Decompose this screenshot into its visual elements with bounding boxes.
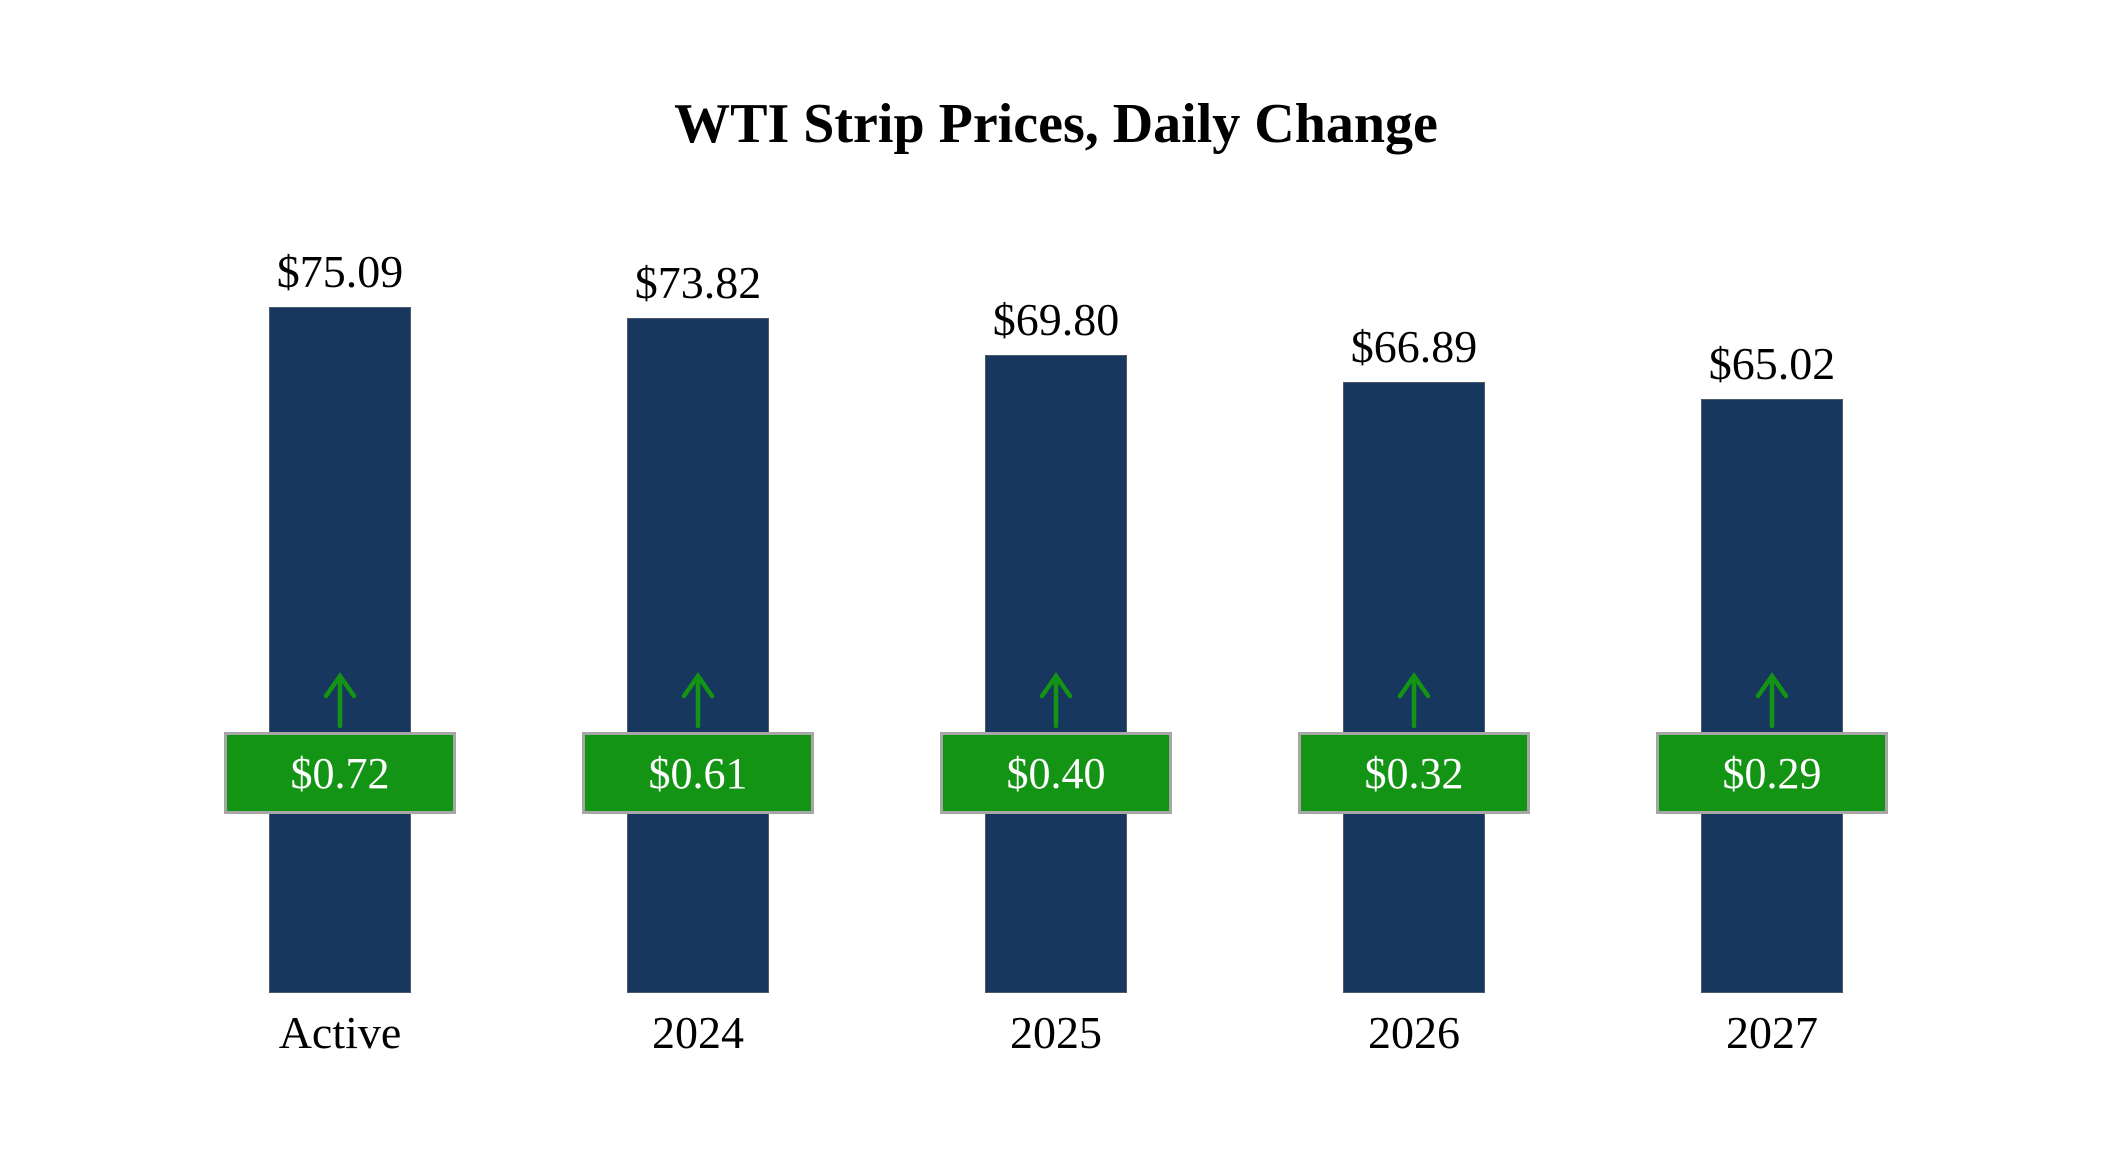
bar-group: $73.82 $0.61 2024	[519, 258, 877, 1058]
change-badge: $0.29	[1656, 732, 1888, 814]
change-badge-label: $0.61	[648, 748, 748, 798]
change-badge: $0.72	[224, 732, 456, 814]
change-badge: $0.32	[1298, 732, 1530, 814]
bar: $66.89 $0.32 2026	[1298, 322, 1530, 1058]
value-label: $69.80	[992, 294, 1120, 346]
value-label: $75.09	[276, 246, 404, 298]
change-badge-label: $0.40	[1006, 748, 1106, 798]
change-badge-label: $0.29	[1722, 748, 1822, 798]
bar-group: $66.89 $0.32 2026	[1235, 262, 1593, 1058]
bar-chart: $75.09 $0.72 Active $73.82 $0.61 2024 $6…	[0, 247, 2112, 1058]
up-arrow-icon	[1750, 672, 1794, 728]
up-arrow-icon	[676, 672, 720, 728]
category-label: 2024	[652, 1007, 744, 1058]
category-label: 2026	[1368, 1007, 1460, 1058]
up-arrow-icon	[1034, 672, 1078, 728]
value-label: $66.89	[1350, 321, 1478, 373]
bar: $69.80 $0.40 2025	[940, 295, 1172, 1058]
page-title: WTI Strip Prices, Daily Change	[674, 93, 1438, 155]
bar: $65.02 $0.29 2027	[1656, 339, 1888, 1058]
up-arrow-icon	[318, 672, 362, 728]
bar-group: $69.80 $0.40 2025	[877, 262, 1235, 1058]
change-badge: $0.40	[940, 732, 1172, 814]
category-label: Active	[278, 1007, 402, 1058]
change-badge-label: $0.72	[290, 748, 390, 798]
bar-group: $65.02 $0.29 2027	[1593, 262, 1951, 1058]
bar: $75.09 $0.72 Active	[224, 247, 456, 1058]
category-label: 2025	[1010, 1007, 1102, 1058]
value-label: $65.02	[1708, 338, 1836, 390]
bar: $73.82 $0.61 2024	[582, 258, 814, 1058]
change-badge: $0.61	[582, 732, 814, 814]
bar-group: $75.09 $0.72 Active	[161, 247, 519, 1058]
category-label: 2027	[1726, 1007, 1818, 1058]
change-badge-label: $0.32	[1364, 748, 1464, 798]
up-arrow-icon	[1392, 672, 1436, 728]
value-label: $73.82	[634, 257, 762, 309]
